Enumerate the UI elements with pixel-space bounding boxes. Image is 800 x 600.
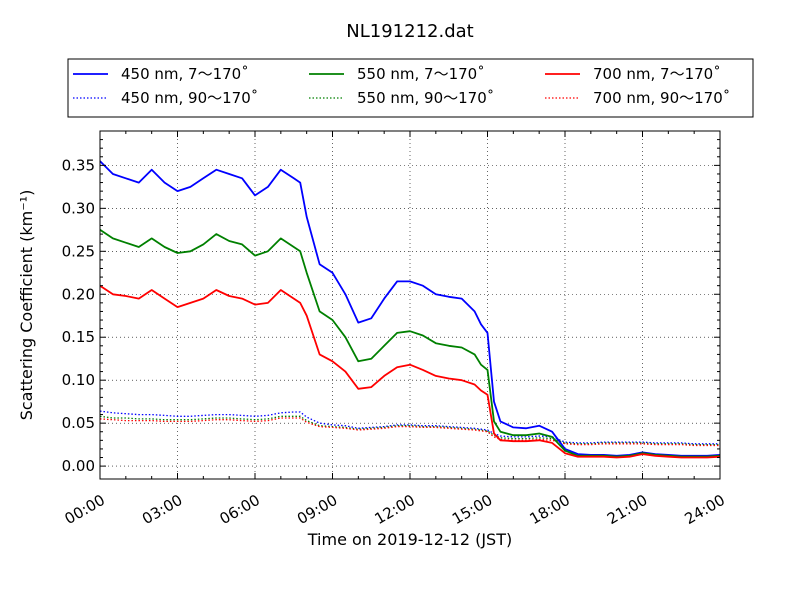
series-group [99,160,721,459]
x-tick-label: 18:00 [527,491,573,528]
y-tick-label: 0.20 [62,285,95,303]
series-line-4 [99,284,721,459]
y-axis-label: Scattering Coefficient (km⁻¹) [17,190,36,421]
x-tick-label: 24:00 [682,491,728,528]
series-line-3 [99,415,720,446]
x-tick-label: 00:00 [62,491,108,528]
x-tick-label: 06:00 [217,491,263,528]
y-tick-label: 0.15 [62,328,95,346]
grid [99,131,721,479]
x-tick-label: 21:00 [604,491,650,528]
legend: 450 nm, 7～170˚ 550 nm, 7～170˚ 700 nm, 7～17… [67,58,754,118]
legend-box [67,58,754,118]
y-tick-labels: 0.00 0.05 0.10 0.15 0.20 0.25 0.30 0.35 [62,156,95,475]
y-tick-label: 0.05 [62,414,95,432]
x-tick-labels: 00:00 03:00 06:00 09:00 12:00 15:00 18:00 21:00… [62,491,728,528]
y-tick-label: 0.30 [62,199,95,217]
legend-label-4: 700 nm, 7～170˚ [593,65,721,83]
legend-label-0: 450 nm, 7～170˚ [121,65,249,83]
x-tick-label: 15:00 [449,491,495,528]
chart-title: NL191212.dat [346,21,473,42]
x-tick-label: 12:00 [372,491,418,528]
y-tick-label: 0.25 [62,242,95,260]
ticks [99,131,721,479]
x-tick-label: 09:00 [294,491,340,528]
legend-label-1: 450 nm, 90～170˚ [121,89,258,107]
legend-label-2: 550 nm, 7～170˚ [357,65,485,83]
series-line-5 [99,417,720,447]
y-tick-label: 0.10 [62,371,95,389]
legend-label-5: 700 nm, 90～170˚ [593,89,730,107]
legend-label-3: 550 nm, 90～170˚ [357,89,494,107]
y-tick-label: 0.35 [62,156,95,174]
y-tick-label: 0.00 [62,457,95,475]
x-tick-label: 03:00 [139,491,185,528]
x-axis-label: Time on 2019-12-12 (JST) [307,530,512,549]
